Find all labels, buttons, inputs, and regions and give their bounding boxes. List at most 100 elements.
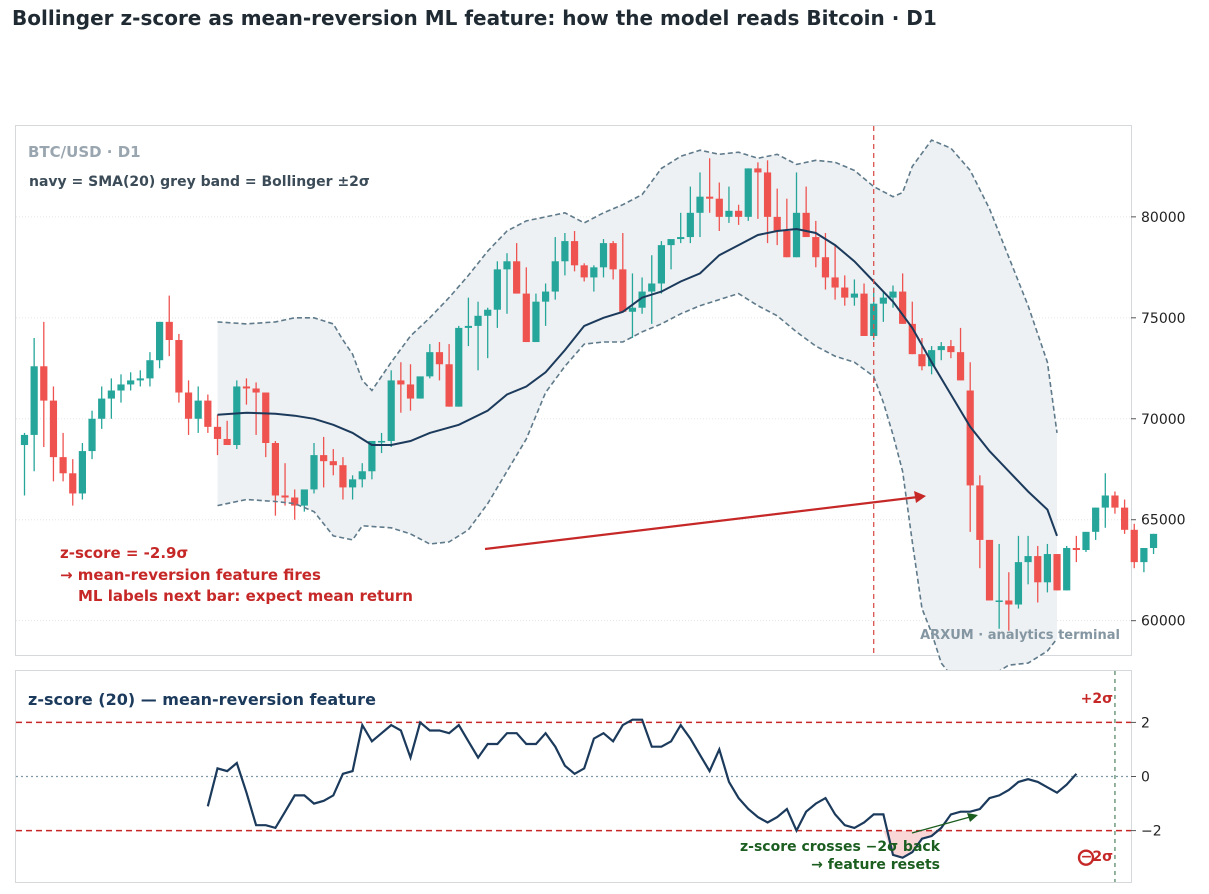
candle-body — [677, 237, 685, 240]
zscore-line — [206, 718, 1078, 859]
candle-body — [889, 291, 897, 298]
price-tick-label: 70000 — [1141, 412, 1186, 428]
reset-annotation-line2: → feature resets — [811, 857, 940, 873]
candle-body — [1043, 554, 1051, 583]
candle-body — [513, 261, 521, 294]
candle-body — [976, 485, 984, 540]
candle-body — [783, 230, 791, 258]
candlestick-series — [20, 158, 1158, 631]
candle-body — [1034, 556, 1042, 583]
candle-body — [696, 196, 704, 213]
candle-body — [570, 241, 579, 266]
candle-body — [455, 327, 463, 407]
candle-body — [1101, 495, 1109, 508]
candle-body — [493, 269, 501, 310]
candle-body — [1005, 600, 1013, 605]
candle-body — [1121, 507, 1129, 530]
candle-body — [821, 257, 830, 278]
candle-body — [310, 455, 318, 490]
candle-body — [233, 386, 241, 446]
candle-body — [850, 293, 858, 298]
candle-body — [908, 323, 916, 355]
candle-body — [667, 239, 675, 246]
candle-body — [985, 539, 994, 601]
candle-body — [484, 309, 492, 316]
candle-body — [397, 380, 405, 385]
candle-body — [184, 392, 193, 419]
candle-body — [879, 297, 887, 304]
candle-body — [98, 398, 106, 419]
candle-body — [445, 364, 453, 407]
candle-body — [281, 495, 289, 498]
candle-body — [937, 346, 945, 351]
candle-body — [368, 440, 376, 472]
candle-body — [242, 386, 251, 389]
candle-body — [30, 366, 38, 435]
annotation-feature-fires: → mean-reversion feature fires — [60, 566, 321, 584]
candle-body — [426, 352, 434, 377]
candle-body — [1014, 562, 1023, 605]
candle-body — [474, 315, 482, 326]
candle-body — [522, 293, 530, 343]
candle-body — [117, 384, 125, 391]
price-tick-label: 60000 — [1141, 614, 1186, 630]
candle-body — [59, 457, 67, 474]
candle-body — [1149, 533, 1158, 548]
candle-body — [349, 479, 357, 488]
zscore-tick-label: 0 — [1141, 770, 1150, 786]
candle-body — [995, 600, 1003, 602]
zscore-panel-title: z-score (20) — mean-reversion feature — [28, 690, 376, 709]
candle-body — [136, 378, 144, 381]
chart-title: Bollinger z-score as mean-reversion ML f… — [12, 6, 937, 30]
candle-body — [899, 291, 907, 324]
candle-body — [165, 321, 173, 341]
candle-body — [686, 212, 694, 238]
candle-body — [812, 237, 820, 258]
candle-body — [725, 210, 733, 217]
candle-body — [860, 293, 868, 336]
reset-annotation-line1: z-score crosses −2σ back — [740, 839, 941, 855]
candle-body — [706, 196, 714, 199]
candle-body — [580, 265, 588, 278]
candle-body — [416, 376, 424, 399]
candle-body — [69, 473, 77, 494]
cross-marker-circle — [1077, 849, 1095, 866]
candle-body — [156, 321, 164, 361]
candle-body — [435, 352, 444, 365]
bollinger-upper-line — [217, 139, 1058, 434]
zscore-tick-label: −2 — [1141, 824, 1162, 840]
candle-body — [1024, 556, 1032, 563]
candle-body — [956, 352, 965, 381]
candle-body — [213, 426, 222, 439]
candle-body — [204, 400, 212, 427]
legend-text: navy = SMA(20) grey band = Bollinger ±2σ — [29, 174, 370, 190]
candle-body — [175, 340, 183, 393]
candle-body — [464, 325, 472, 328]
candle-body — [1063, 547, 1071, 591]
watermark: ARXUM · analytics terminal — [920, 628, 1120, 643]
candle-body — [262, 392, 270, 443]
candle-body — [1082, 531, 1090, 551]
annotation-arrow — [484, 495, 919, 551]
candle-body — [542, 291, 550, 302]
candle-body — [88, 418, 96, 452]
candle-body — [628, 307, 637, 312]
candle-body — [638, 291, 646, 308]
annotation-zscore: z-score = -2.9σ — [60, 544, 188, 562]
lower-2sigma-label: −2σ — [1081, 849, 1113, 865]
candle-body — [20, 434, 29, 446]
candle-body — [551, 261, 559, 292]
zscore-y-axis: −2 0 2 — [1131, 715, 1162, 840]
upper-2sigma-label: +2σ — [1081, 691, 1113, 707]
reset-arrowhead — [967, 813, 978, 822]
candle-body — [657, 245, 665, 284]
candle-body — [271, 442, 279, 496]
candle-body — [590, 267, 598, 278]
candle-body — [532, 301, 540, 343]
price-tick-label: 75000 — [1141, 311, 1186, 327]
candle-body — [223, 438, 231, 446]
candle-body — [831, 277, 839, 288]
candle-body — [754, 168, 762, 173]
candle-body — [127, 380, 135, 385]
